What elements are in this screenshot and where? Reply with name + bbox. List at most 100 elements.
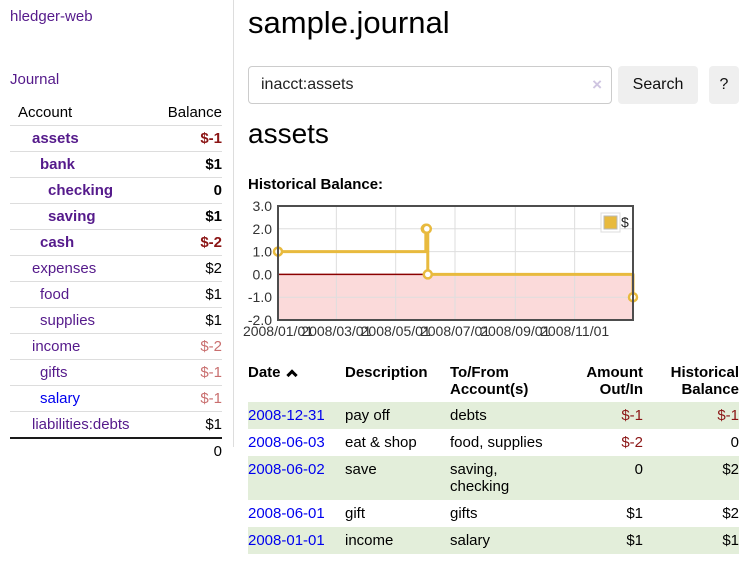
help-button[interactable]: ? — [709, 66, 739, 104]
transaction-row: 2008-06-02 save saving, checking 0 $2 — [248, 456, 739, 500]
account-link-salary[interactable]: salary — [40, 390, 81, 407]
register-col-date[interactable]: Date — [248, 362, 345, 402]
account-row: supplies $1 — [10, 307, 222, 334]
legend-swatch — [603, 215, 618, 230]
x-tick-label: 2008/11/01 — [540, 323, 609, 339]
chart-title: Historical Balance: — [248, 176, 384, 193]
x-tick-label: 2008/05/01 — [361, 323, 431, 339]
transaction-description: eat & shop — [345, 434, 417, 451]
account-link-income[interactable]: income — [32, 338, 81, 355]
transaction-row: 2008-06-03 eat & shop food, supplies $-2 0 — [248, 429, 739, 456]
sidebar-item-journal[interactable]: Journal — [10, 71, 60, 88]
clear-search-icon[interactable]: × — [592, 75, 602, 94]
account-row: saving $1 — [10, 203, 222, 230]
x-tick-label: 2008/09/01 — [480, 323, 550, 339]
transaction-description: save — [345, 456, 450, 500]
transaction-row: 2008-06-01 gift gifts $1 $2 — [248, 500, 739, 527]
account-row: gifts $-1 — [10, 359, 222, 386]
account-balance: $1 — [149, 203, 222, 230]
account-link-checking[interactable]: checking — [48, 182, 114, 199]
transaction-row: 2008-01-01 income salary $1 $1 — [248, 527, 739, 554]
y-tick-label: 3.0 — [253, 198, 273, 214]
legend-label: $ — [621, 214, 629, 230]
account-link-expenses[interactable]: expenses — [32, 260, 97, 277]
register-col-balance: Historical Balance — [670, 364, 739, 398]
x-tick-label: 2008/01/01 — [243, 323, 313, 339]
account-link-supplies[interactable]: supplies — [40, 312, 96, 329]
transaction-description: income — [345, 527, 450, 554]
data-point — [421, 223, 433, 235]
transaction-description: gift — [345, 505, 366, 522]
y-tick-label: -1.0 — [248, 289, 272, 305]
account-balance: $-1 — [149, 359, 222, 386]
transaction-accounts: debts — [450, 402, 583, 429]
transaction-accounts: salary — [450, 527, 583, 554]
account-balance: $-2 — [149, 333, 222, 360]
account-row: cash $-2 — [10, 229, 222, 256]
account-row: liabilities:debts $1 — [10, 412, 222, 439]
account-balance: $-2 — [149, 229, 222, 256]
transaction-date-link[interactable]: 2008-01-01 — [248, 532, 325, 549]
account-row: bank $1 — [10, 151, 222, 178]
transaction-accounts: food, supplies — [450, 434, 543, 451]
search-button[interactable]: Search — [618, 66, 698, 104]
transaction-balance: $1 — [643, 527, 739, 554]
account-balance: $1 — [149, 307, 222, 334]
account-balance: 0 — [149, 177, 222, 204]
account-balance: $2 — [149, 255, 222, 282]
account-row: assets $-1 — [10, 125, 222, 152]
historical-balance-chart: $3.0 2.0 1.0 0.0 -1.0 -2.0 2008/01/01 2008/03/0… — [240, 198, 680, 348]
chart-svg: $3.0 2.0 1.0 0.0 -1.0 -2.02008/01/012008/03/0… — [243, 198, 639, 339]
accounts-total-value: 0 — [149, 437, 222, 464]
search-form: × — [248, 66, 612, 104]
transaction-balance: $2 — [722, 505, 739, 522]
y-tick-label: 1.0 — [253, 244, 273, 260]
account-balance: $1 — [149, 281, 222, 308]
account-link-gifts[interactable]: gifts — [40, 364, 68, 381]
sort-ascending-icon — [285, 369, 298, 381]
transaction-amount: $-1 — [583, 402, 643, 429]
account-row: salary $-1 — [10, 385, 222, 412]
accounts-total-row: 0 — [10, 437, 222, 464]
account-link-bank[interactable]: bank — [40, 156, 76, 173]
register-table: Date Description To/From Account(s) Amou… — [248, 362, 739, 554]
x-tick-label: 2008/07/01 — [420, 323, 490, 339]
accounts-total-spacer — [10, 437, 150, 464]
account-link-assets[interactable]: assets — [32, 130, 79, 147]
transaction-date-link[interactable]: 2008-06-03 — [248, 434, 325, 451]
accounts-col-account: Account — [10, 100, 150, 126]
transaction-date-link[interactable]: 2008-06-02 — [248, 461, 325, 478]
page-title: sample.journal — [248, 5, 450, 40]
account-link-cash[interactable]: cash — [40, 234, 75, 251]
account-balance: $1 — [205, 416, 222, 433]
account-link-saving[interactable]: saving — [48, 208, 96, 225]
transaction-accounts: saving, checking — [450, 456, 583, 500]
transaction-accounts: gifts — [450, 505, 478, 522]
account-balance: $-1 — [149, 385, 222, 412]
account-link-food[interactable]: food — [40, 286, 70, 303]
transaction-amount: $1 — [626, 505, 643, 522]
transaction-balance: $-1 — [643, 402, 739, 429]
search-input[interactable] — [248, 66, 612, 104]
transaction-amount: 0 — [583, 456, 643, 500]
account-row: checking 0 — [10, 177, 222, 204]
account-heading: assets — [248, 118, 329, 149]
transaction-description: pay off — [345, 402, 450, 429]
transaction-date-link[interactable]: 2008-06-01 — [248, 505, 325, 522]
y-tick-label: 2.0 — [253, 221, 273, 237]
sidebar: hledger-web Journal Account Balance asse… — [0, 0, 234, 464]
register-col-date-label: Date — [248, 364, 281, 381]
account-balance: $1 — [149, 151, 222, 178]
register-col-description: Description — [345, 364, 428, 381]
plot-border — [277, 205, 634, 321]
account-row: food $1 — [10, 281, 222, 308]
account-row: expenses $2 — [10, 255, 222, 282]
register-header-row: Date Description To/From Account(s) Amou… — [248, 362, 739, 402]
transaction-row: 2008-12-31 pay off debts $-1 $-1 — [248, 402, 739, 429]
brand-link[interactable]: hledger-web — [10, 8, 93, 25]
account-link-liabilities-debts[interactable]: liabilities:debts — [32, 416, 130, 433]
x-tick-label: 2008/03/01 — [301, 323, 371, 339]
transaction-date-link[interactable]: 2008-12-31 — [248, 407, 325, 424]
transaction-balance: $2 — [643, 456, 739, 500]
